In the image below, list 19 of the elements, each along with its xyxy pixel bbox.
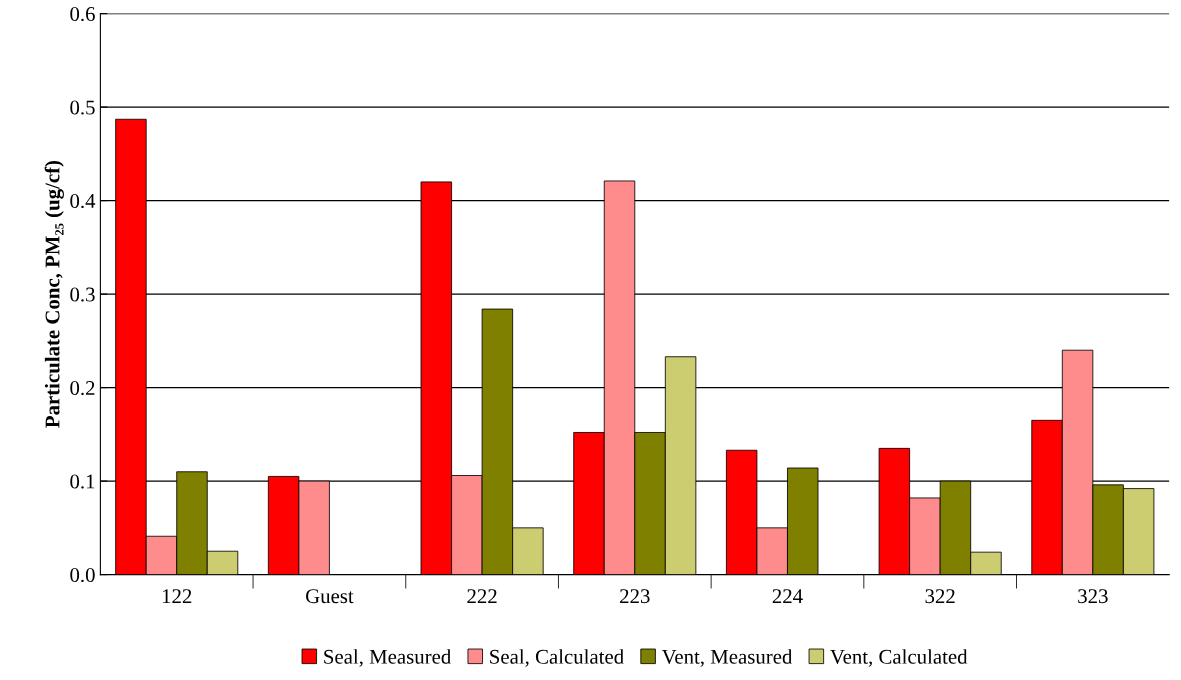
y-tick-label: 0.5 (70, 100, 95, 115)
x-tick-label: 322 (925, 589, 955, 604)
x-tick-label: 323 (1078, 589, 1108, 604)
x-tick-label: 223 (620, 589, 650, 604)
legend-label: Seal, Calculated (490, 649, 624, 667)
x-tick-label: 224 (772, 589, 803, 603)
y-tick-label: 0.2 (70, 380, 95, 396)
y-tick-label: 0.0 (70, 567, 95, 583)
legend-label: Vent, Calculated (830, 649, 968, 667)
y-axis-title: Particulate Conc, PM₂₅ (ug/cf) (44, 160, 64, 428)
y-tick-label: 0.4 (70, 193, 96, 209)
y-tick-label: 0.1 (70, 474, 95, 489)
y-tick-label: 0.3 (70, 287, 95, 302)
x-tick-label: 122 (162, 589, 192, 603)
x-tick-label: Guest (305, 589, 354, 604)
x-tick-label: 222 (467, 589, 497, 603)
legend-label: Seal, Measured (324, 649, 452, 667)
legend-label: Vent, Measured (661, 649, 793, 667)
y-tick-label: 0.6 (70, 6, 95, 22)
